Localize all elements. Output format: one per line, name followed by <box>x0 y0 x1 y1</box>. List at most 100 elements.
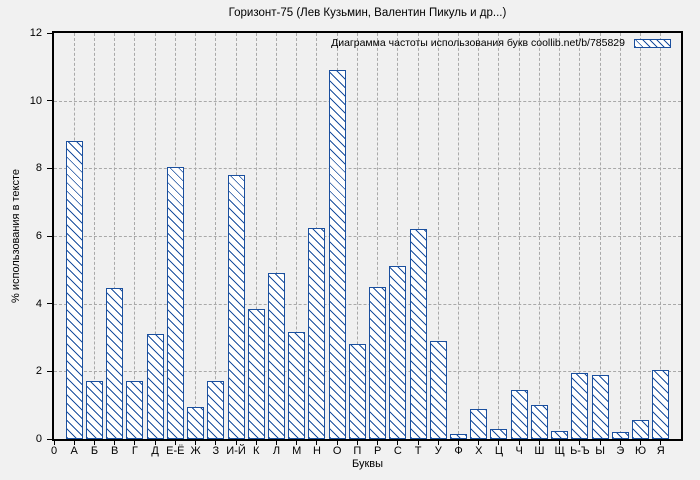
y-tick <box>47 100 52 102</box>
x-tick <box>377 441 379 445</box>
y-tick-label: 0 <box>35 433 42 445</box>
x-tick <box>538 441 540 445</box>
x-tick-label: К <box>253 445 260 457</box>
x-tick <box>53 441 55 445</box>
x-tick <box>93 441 95 445</box>
bar-И-Й <box>227 175 245 439</box>
v-gridline <box>215 33 217 439</box>
x-tick <box>599 441 601 445</box>
y-tick-label: 4 <box>35 297 42 310</box>
v-gridline <box>579 33 581 439</box>
x-tick-label: Щ <box>554 445 565 457</box>
v-gridline <box>458 33 460 439</box>
bar-Т <box>409 229 427 439</box>
x-tick <box>660 441 662 445</box>
y-tick <box>47 303 52 305</box>
y-tick-label: 10 <box>29 94 42 107</box>
x-tick <box>417 441 419 445</box>
x-tick <box>195 441 197 445</box>
bar-Ш <box>530 405 548 439</box>
legend: Диаграмма частоты использования букв coo… <box>331 36 671 50</box>
bar-Ф <box>450 433 468 439</box>
x-tick-label: Ю <box>634 445 647 457</box>
v-gridline <box>478 33 480 439</box>
y-tick-label: 6 <box>35 230 42 242</box>
v-gridline <box>660 33 662 439</box>
x-tick-label: И-Й <box>226 445 246 457</box>
y-tick <box>47 32 52 34</box>
x-tick <box>73 441 75 445</box>
x-tick-label: Ч <box>515 445 523 457</box>
bar-С <box>389 266 407 439</box>
bar-Б <box>85 381 103 439</box>
h-gridline <box>54 371 681 373</box>
x-tick-label: Н <box>312 445 321 457</box>
x-tick <box>114 441 116 445</box>
x-tick <box>336 441 338 445</box>
v-gridline <box>275 33 277 439</box>
x-tick-label: В <box>111 445 119 457</box>
x-tick-label: Я <box>656 445 665 457</box>
bar-Е-Ё <box>166 166 184 439</box>
bar-Э <box>611 432 629 439</box>
x-tick-label: Ф <box>454 445 463 457</box>
v-gridline <box>498 33 500 439</box>
bar-Ы <box>591 374 609 439</box>
v-gridline <box>559 33 561 439</box>
x-tick <box>437 441 439 445</box>
v-gridline <box>599 33 601 439</box>
y-tick <box>47 235 52 237</box>
legend-swatch <box>634 38 671 48</box>
x-tick <box>579 441 581 445</box>
v-gridline <box>397 33 399 439</box>
bar-А <box>65 141 83 439</box>
v-gridline <box>154 33 156 439</box>
x-tick-label: Ы <box>595 445 605 457</box>
x-tick <box>174 441 176 445</box>
x-tick-label: Е-Ё <box>166 445 185 457</box>
x-tick <box>134 441 136 445</box>
x-tick-label: Ь-Ъ <box>570 445 590 457</box>
bar-Ч <box>510 389 528 439</box>
bar-П <box>348 344 366 439</box>
v-gridline <box>255 33 257 439</box>
x-tick <box>316 441 318 445</box>
y-tick-label: 2 <box>35 365 42 378</box>
x-tick-label: С <box>393 445 402 457</box>
h-gridline <box>54 236 681 237</box>
x-tick <box>478 441 480 445</box>
x-tick <box>275 441 277 445</box>
bar-Х <box>470 408 488 439</box>
x-tick <box>518 441 520 445</box>
plot-area: 0 2 4 6 8 10 12 0 А Б В Г Д Е-Ё Ж З И-Й К Л М Н О П Р С Т У Ф Х Ц Ч Ш Щ Ь… <box>30 27 683 457</box>
bar-Л <box>267 273 285 439</box>
x-tick <box>296 441 298 445</box>
v-gridline <box>93 33 95 439</box>
x-tick-label: У <box>434 445 442 457</box>
x-tick-label: Д <box>151 445 159 457</box>
x-tick <box>640 441 642 445</box>
bar-Ю <box>632 420 650 439</box>
y-tick <box>47 167 52 169</box>
bar-О <box>328 70 346 439</box>
v-gridline <box>640 33 642 439</box>
bar-Г <box>126 381 144 439</box>
x-axis-label: Буквы <box>351 458 384 470</box>
x-tick-label: Г <box>131 445 138 457</box>
bar-Щ <box>551 430 569 439</box>
h-gridline <box>54 303 681 305</box>
bar-Ь-Ъ <box>571 373 589 439</box>
v-gridline <box>134 33 136 439</box>
bar-Р <box>369 286 387 439</box>
bar-Н <box>308 227 326 439</box>
h-gridline <box>54 168 681 170</box>
v-gridline <box>538 33 540 439</box>
x-tick-label: А <box>70 445 78 457</box>
x-tick-label: Р <box>373 445 382 457</box>
x-tick <box>255 441 257 445</box>
v-gridline <box>619 33 621 439</box>
bar-М <box>288 332 306 439</box>
x-tick-label: Т <box>414 445 422 457</box>
y-tick-label: 12 <box>29 27 42 39</box>
